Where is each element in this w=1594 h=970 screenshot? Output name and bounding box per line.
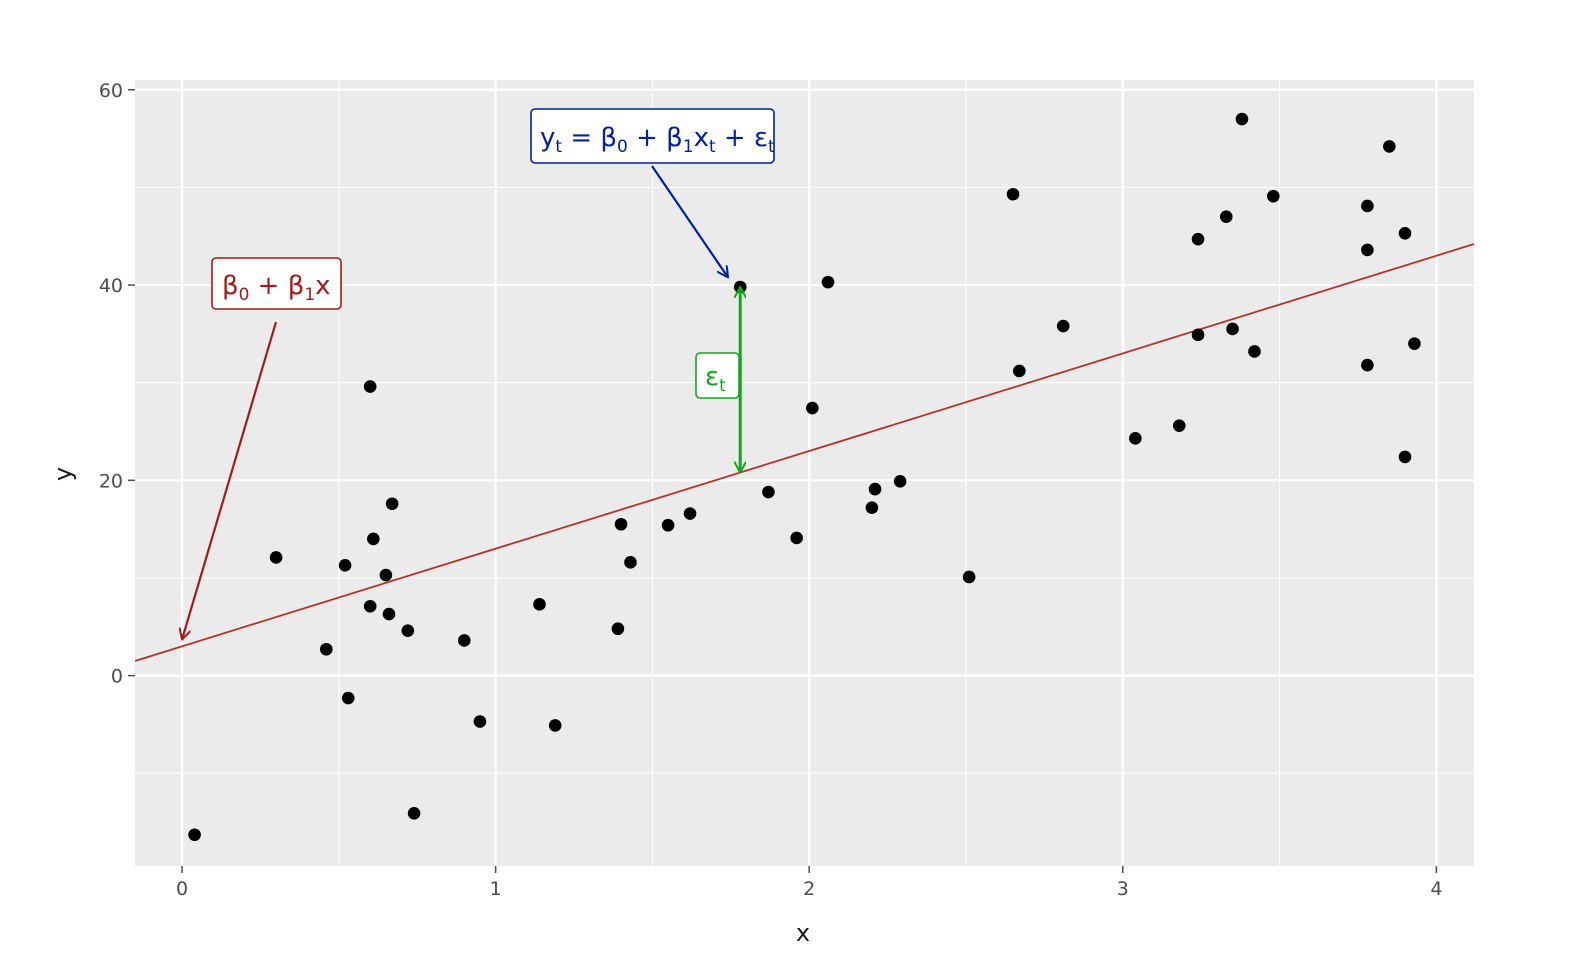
x-tick-label: 0 [176, 878, 188, 900]
equation-box [530, 108, 775, 164]
data-point [1191, 232, 1205, 246]
error-annotation: εt [695, 352, 740, 399]
data-point [762, 485, 775, 499]
data-point [1361, 358, 1374, 372]
data-point [868, 482, 882, 496]
minor-gridlines [135, 80, 1474, 866]
data-point [457, 634, 471, 647]
data-point [319, 642, 333, 656]
x-axis-title: x [796, 919, 810, 947]
regression-line-path [134, 243, 1475, 662]
data-point [661, 518, 675, 532]
equation-label: yt = β0 + β1xt + εt [540, 123, 775, 157]
data-point [269, 551, 283, 564]
data-point [1006, 187, 1020, 201]
data-point [683, 507, 697, 520]
x-tick-label: 3 [1117, 878, 1129, 900]
data-point [611, 622, 625, 636]
error-label: εt [705, 362, 726, 396]
data-point [624, 556, 637, 569]
data-point [363, 599, 377, 613]
equation-annotation: yt = β0 + β1xt + εt [530, 108, 775, 277]
data-point [367, 532, 380, 546]
x-tick-label: 1 [490, 878, 502, 900]
error-label-box [695, 352, 740, 399]
line-label-annotation: β0 + β1x [182, 257, 342, 639]
x-tick-label: 4 [1430, 878, 1442, 900]
line-label: β0 + β1x [222, 271, 331, 305]
data-point [1248, 345, 1261, 358]
plot-panel [135, 80, 1474, 866]
data-point [1361, 199, 1374, 213]
data-point [548, 719, 562, 732]
data-point [1361, 243, 1374, 257]
data-point [382, 607, 396, 621]
data-point [341, 691, 355, 705]
data-points [188, 112, 1421, 842]
data-point [821, 275, 835, 289]
data-point [1219, 210, 1233, 223]
data-point [962, 570, 976, 584]
data-point [385, 497, 399, 511]
line-label-box [211, 257, 342, 310]
data-point [533, 598, 546, 611]
major-gridlines [135, 80, 1474, 866]
data-point [1172, 419, 1186, 432]
data-point [806, 401, 819, 415]
regression-line [134, 243, 1475, 662]
data-point [1226, 322, 1239, 336]
y-tick-label: 40 [99, 275, 123, 297]
data-point [1013, 364, 1026, 378]
data-point [363, 380, 377, 393]
y-tick-label: 20 [99, 470, 123, 492]
data-point [1408, 337, 1421, 350]
data-point [188, 828, 201, 842]
data-point [790, 531, 803, 545]
y-axis-title: y [49, 467, 77, 481]
equation-arrow [651, 165, 728, 277]
data-point [338, 558, 352, 572]
data-point [1383, 140, 1396, 153]
line-label-arrow [182, 321, 278, 639]
y-tick-label: 0 [111, 666, 123, 688]
data-point [401, 624, 415, 637]
data-point [407, 806, 421, 820]
data-point [1129, 432, 1142, 445]
data-point [865, 501, 879, 514]
data-point [1056, 319, 1070, 333]
data-point [473, 715, 487, 728]
data-point [614, 517, 628, 531]
y-tick-label: 60 [99, 80, 123, 102]
data-point [1398, 450, 1412, 464]
data-point [893, 474, 907, 488]
data-point [1267, 189, 1280, 203]
x-tick-label: 2 [803, 878, 815, 900]
data-point [1191, 328, 1205, 342]
data-point [1235, 112, 1249, 126]
data-point [1398, 226, 1412, 240]
data-point [379, 568, 393, 582]
